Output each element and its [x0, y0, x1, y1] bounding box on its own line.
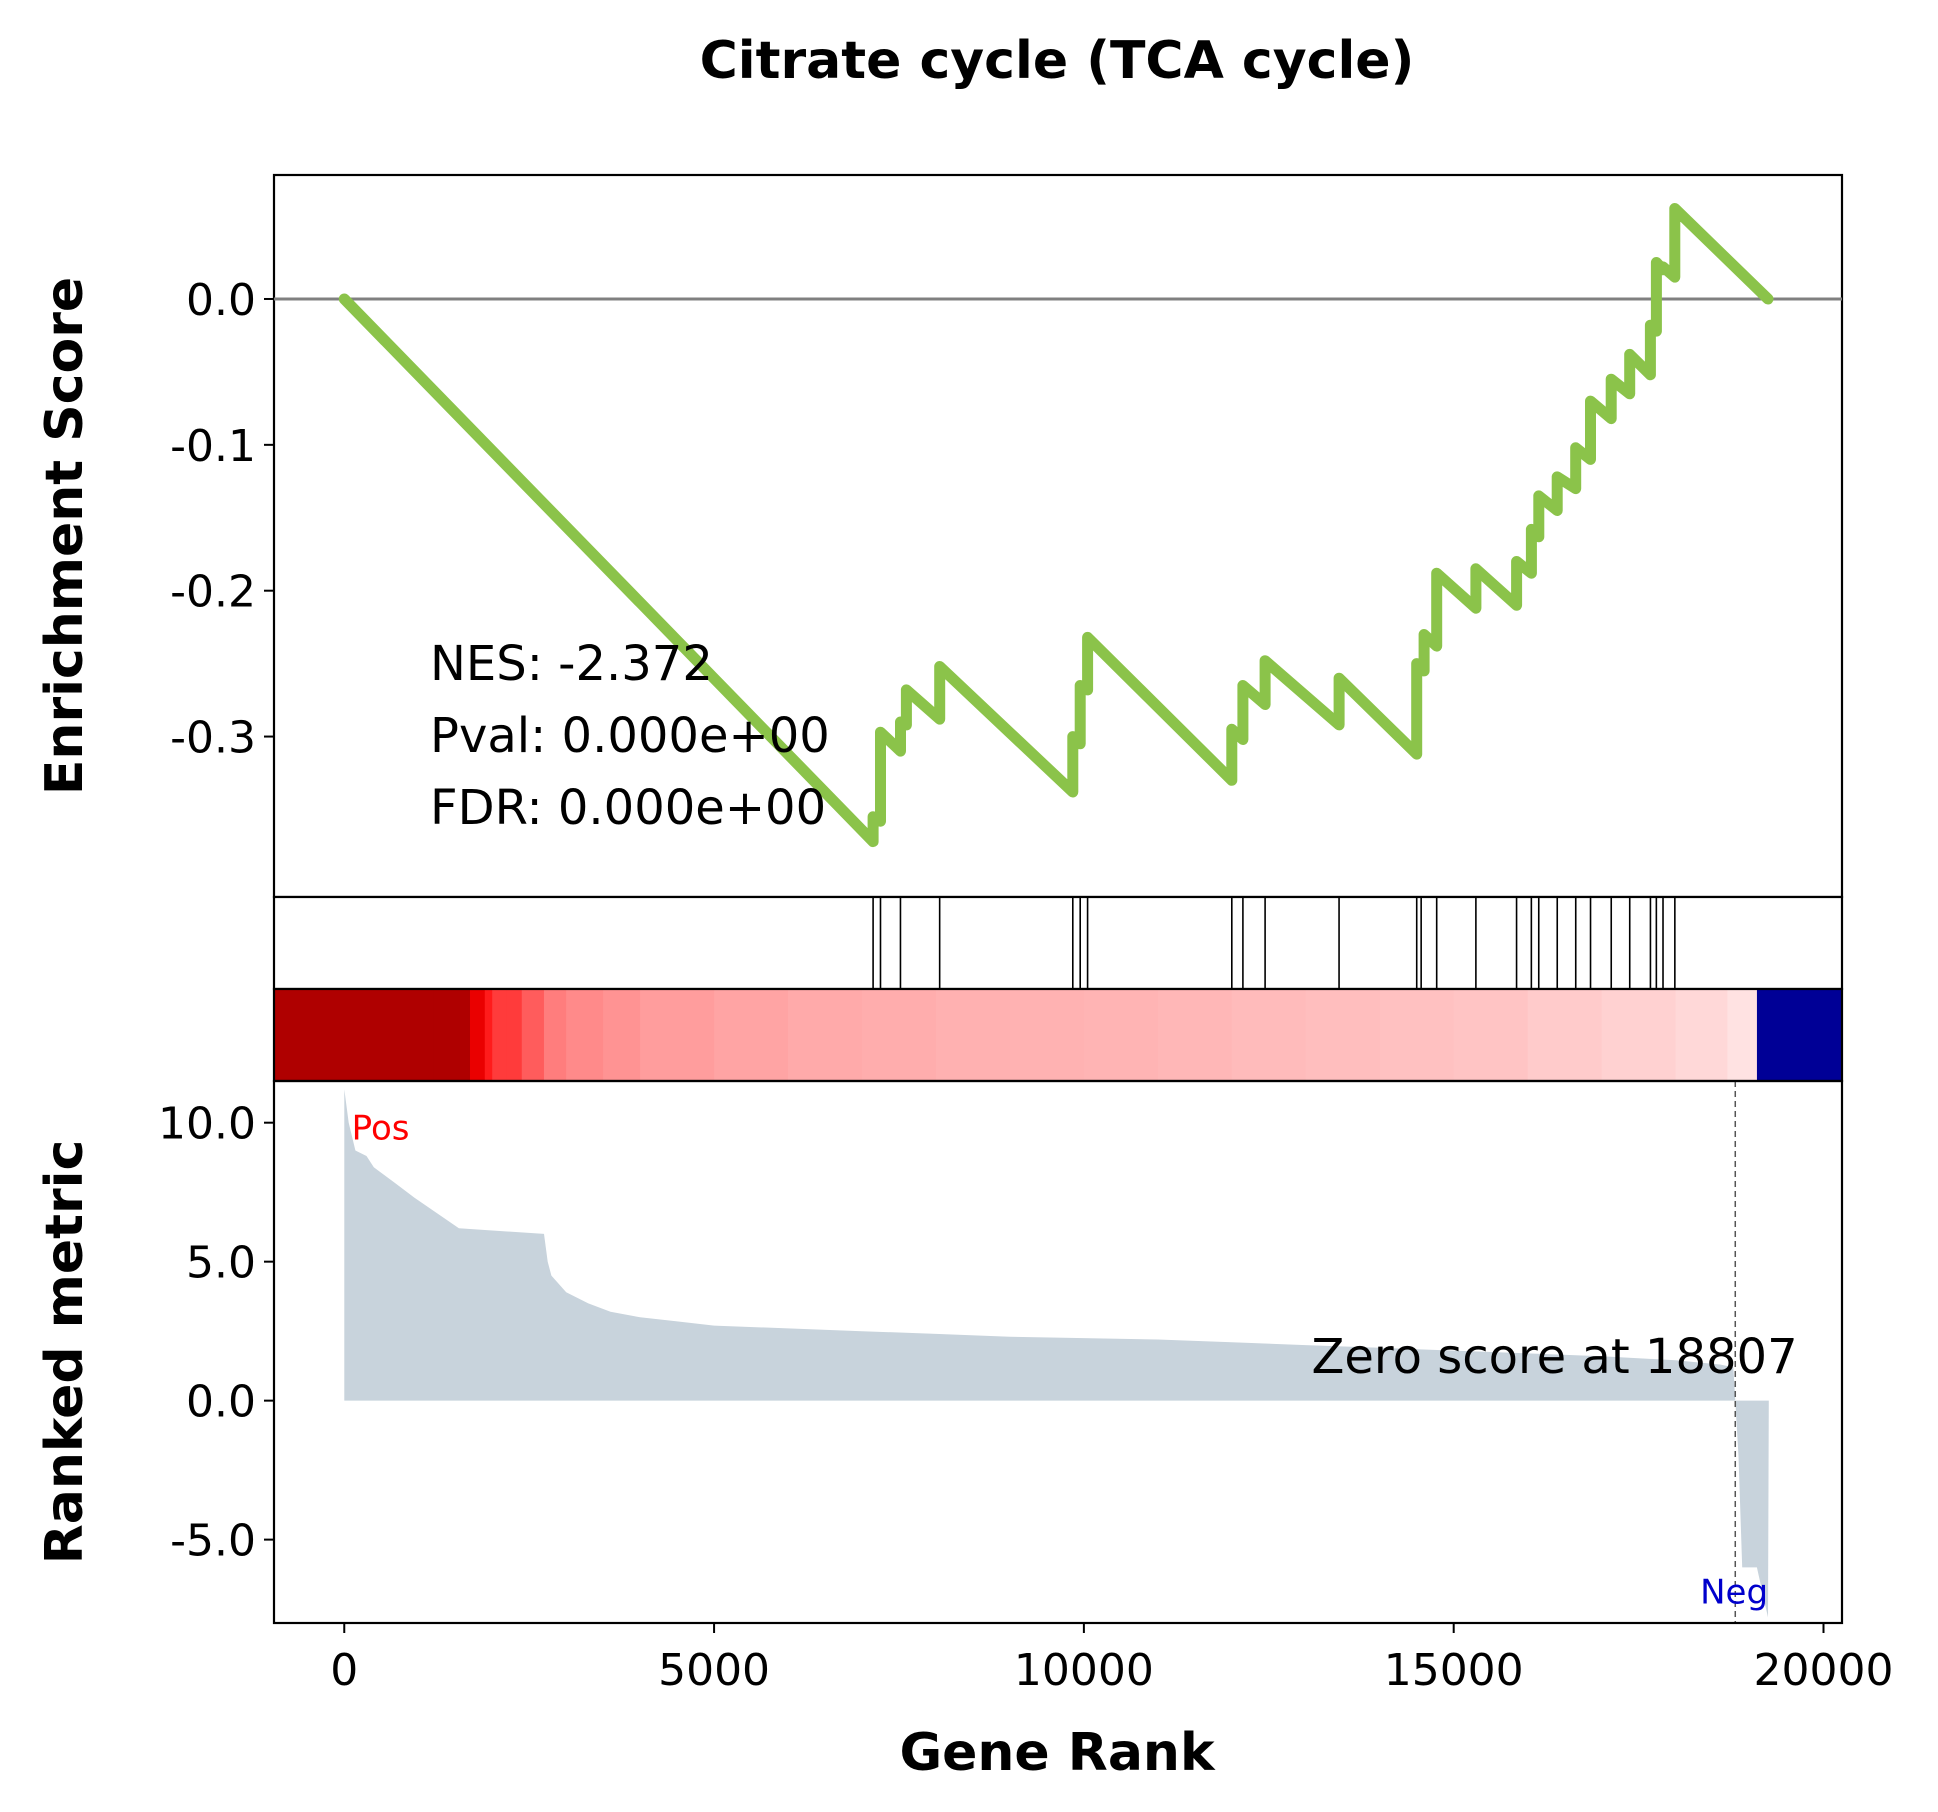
- heat-cell: [1601, 989, 1677, 1081]
- heat-cell: [1756, 989, 1773, 1081]
- nes-annotation: NES: -2.372: [430, 636, 713, 692]
- hit-lines: [872, 897, 1676, 989]
- es-y-tick-label: -0.3: [170, 713, 256, 764]
- fdr-annotation: FDR: 0.000e+00: [430, 780, 826, 836]
- x-axis-label: Gene Rank: [899, 1723, 1215, 1783]
- neg-label: Neg: [1700, 1573, 1768, 1613]
- pos-label: Pos: [352, 1108, 410, 1148]
- pval-annotation: Pval: 0.000e+00: [430, 708, 830, 764]
- heat-cell: [603, 989, 641, 1081]
- heat-cell: [1675, 989, 1728, 1081]
- es-y-ticks: 0.0 -0.1 -0.2 -0.3: [170, 275, 274, 764]
- heat-cell: [521, 989, 545, 1081]
- heat-cell: [1009, 989, 1085, 1081]
- es-ylabel: Enrichment Score: [35, 277, 95, 795]
- metric-y-tick-label: 5.0: [186, 1238, 256, 1289]
- x-tick-label: 10000: [1014, 1645, 1154, 1696]
- heat-cell: [484, 989, 493, 1081]
- metric-frame: [272, 1079, 1844, 1625]
- heat-cell: [1305, 989, 1381, 1081]
- hits-frame: [272, 895, 1844, 991]
- heat-cell: [935, 989, 1011, 1081]
- metric-ylabel: Ranked metric: [35, 1140, 95, 1565]
- gene-hits-panel: [272, 895, 1844, 991]
- x-tick-label: 15000: [1384, 1645, 1524, 1696]
- heat-cell: [1083, 989, 1159, 1081]
- es-y-tick-label: -0.2: [170, 567, 256, 618]
- chart-title: Citrate cycle (TCA cycle): [700, 31, 1415, 91]
- x-axis-ticks: 0 5000 10000 15000 20000: [330, 1623, 1894, 1696]
- es-y-tick-label: 0.0: [186, 275, 256, 326]
- es-y-tick-label: -0.1: [170, 421, 256, 472]
- heat-cell: [788, 989, 863, 1081]
- heat-cell: [470, 989, 486, 1081]
- x-tick-label: 0: [330, 1645, 358, 1696]
- x-tick-label: 5000: [658, 1645, 770, 1696]
- enrichment-score-panel: 0.0 -0.1 -0.2 -0.3 NES: -2.372 Pval: 0.000e…: [35, 173, 1844, 899]
- heat-cell: [862, 989, 937, 1081]
- metric-y-tick-label: 10.0: [158, 1099, 256, 1150]
- heat-cell: [714, 989, 789, 1081]
- ranked-metric-panel: 10.0 5.0 0.0 -5.0 Pos Neg Zero score at 188…: [35, 1079, 1844, 1625]
- heat-cell: [543, 989, 567, 1081]
- heat-cell: [1157, 989, 1233, 1081]
- rank-colormap-panel: [272, 987, 1844, 1083]
- heat-cell: [1771, 989, 1843, 1081]
- es-curve: [338, 203, 1774, 848]
- x-tick-label: 20000: [1754, 1645, 1894, 1696]
- heat-cell: [566, 989, 604, 1081]
- ranked-metric-area: [344, 1089, 1769, 1618]
- metric-y-tick-label: -5.0: [170, 1516, 256, 1567]
- heat-cell: [433, 989, 471, 1081]
- heat-cells: [274, 989, 1843, 1081]
- heat-cell: [1727, 989, 1758, 1081]
- metric-y-ticks: 10.0 5.0 0.0 -5.0: [158, 1099, 274, 1567]
- heat-cell: [1527, 989, 1603, 1081]
- heat-cell: [1231, 989, 1307, 1081]
- heat-cell: [1453, 989, 1529, 1081]
- heat-cell: [506, 989, 523, 1081]
- heat-cell: [640, 989, 715, 1081]
- heat-cell: [1379, 989, 1455, 1081]
- heat-cell: [492, 989, 508, 1081]
- metric-y-tick-label: 0.0: [186, 1377, 256, 1428]
- heat-cell: [274, 989, 434, 1081]
- zero-score-label: Zero score at 18807: [1311, 1329, 1797, 1385]
